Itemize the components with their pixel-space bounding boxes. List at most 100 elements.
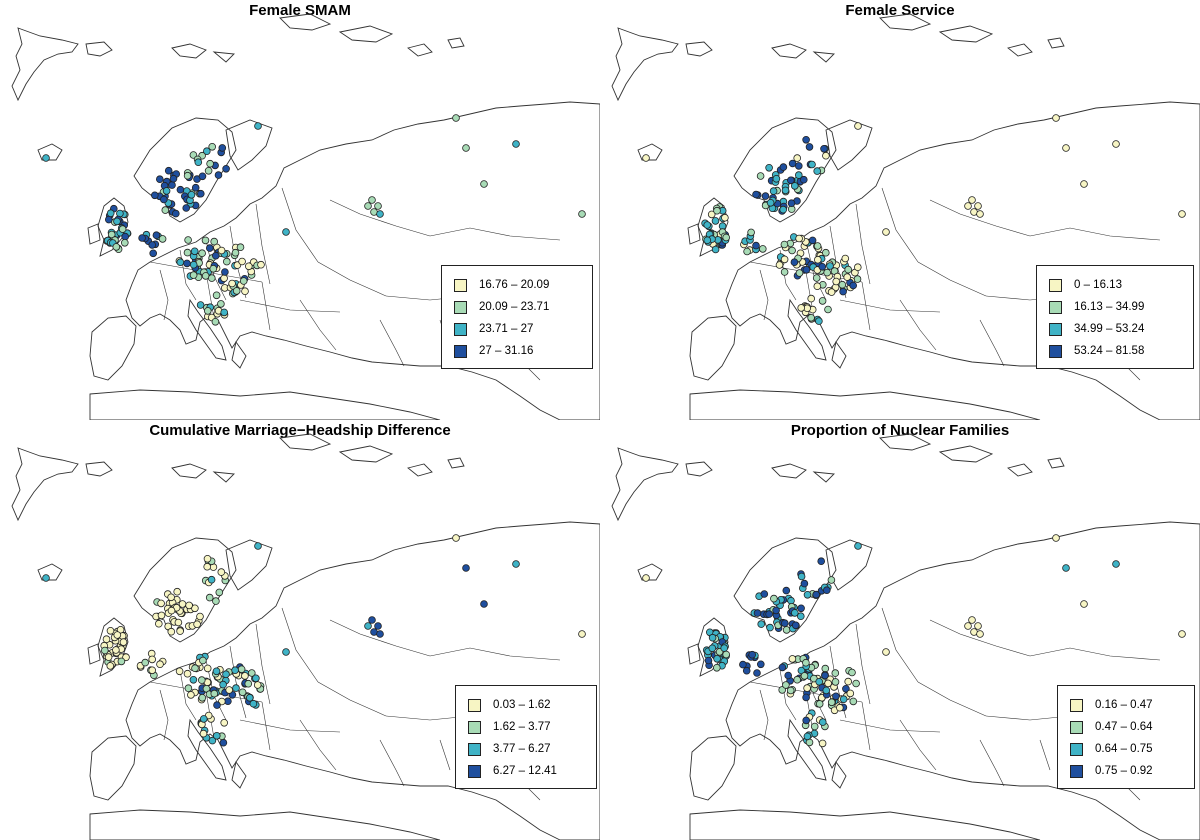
- coastline: [279, 433, 332, 451]
- sample-location-dot: [452, 534, 460, 542]
- country-border: [899, 299, 937, 351]
- legend-label: 6.27 – 12.41: [493, 765, 557, 777]
- sample-location-dot: [844, 677, 853, 686]
- sample-location-dot: [1178, 630, 1186, 638]
- coastline: [85, 461, 113, 477]
- sample-location-dot: [752, 241, 760, 250]
- sample-location-dot: [882, 228, 890, 236]
- sample-location-dot: [167, 627, 176, 636]
- country-border: [759, 689, 769, 741]
- sample-location-dot: [208, 143, 217, 151]
- legend-label: 16.13 – 34.99: [1074, 301, 1145, 313]
- sample-location-dot: [220, 718, 229, 727]
- sample-location-dot: [480, 600, 488, 608]
- sample-location-dot: [167, 606, 176, 615]
- sample-location-dot: [203, 562, 212, 571]
- sample-location-dot: [232, 684, 240, 692]
- legend-item: 1.62 – 3.77: [468, 716, 586, 738]
- sample-location-dot: [759, 245, 767, 253]
- sample-location-dot: [793, 675, 802, 684]
- country-border: [159, 689, 169, 741]
- country-border: [759, 269, 769, 321]
- sample-location-dot: [152, 231, 161, 240]
- sample-location-dot: [846, 689, 855, 698]
- country-border: [929, 619, 1031, 657]
- coastline: [338, 25, 394, 43]
- sample-location-dot: [196, 612, 204, 621]
- coastline: [697, 617, 729, 677]
- legend-swatch-2: [454, 300, 467, 314]
- sample-location-dot: [208, 274, 216, 282]
- sample-location-dot: [193, 620, 201, 629]
- legend-swatch-3: [1070, 742, 1083, 756]
- coastline: [37, 563, 63, 581]
- sample-location-dot: [760, 590, 769, 598]
- sample-location-dot: [148, 241, 157, 249]
- sample-location-dot: [172, 209, 180, 218]
- sample-location-dot: [770, 594, 778, 603]
- country-border: [861, 281, 871, 331]
- sample-location-dot: [462, 144, 470, 152]
- coastline: [407, 463, 433, 477]
- country-border: [429, 647, 561, 661]
- sample-location-dot: [765, 164, 773, 172]
- sample-location-dot: [107, 230, 116, 239]
- country-border: [159, 269, 169, 321]
- coastline: [879, 13, 932, 31]
- coastline: [338, 445, 394, 463]
- sample-location-dot: [826, 262, 834, 270]
- sample-location-dot: [121, 239, 129, 247]
- coastline: [85, 41, 113, 57]
- sample-location-dot: [793, 154, 802, 162]
- sample-location-dot: [182, 204, 191, 212]
- sample-location-dot: [257, 260, 265, 269]
- coastline: [447, 457, 465, 469]
- country-border: [281, 607, 319, 683]
- sample-location-dot: [708, 644, 717, 653]
- coastline: [685, 461, 713, 477]
- sample-location-dot: [184, 684, 193, 693]
- sample-location-dot: [119, 638, 128, 646]
- sample-location-dot: [791, 621, 800, 630]
- sample-location-dot: [213, 731, 221, 740]
- coastline: [171, 43, 207, 59]
- legend-item: 16.76 – 20.09: [454, 274, 582, 296]
- panel-title: Female Service: [845, 2, 955, 19]
- sample-location-dot: [795, 162, 803, 170]
- sample-location-dot: [148, 666, 157, 675]
- coastline: [1007, 463, 1033, 477]
- sample-location-dot: [748, 650, 757, 659]
- coastline: [407, 43, 433, 57]
- sample-location-dot: [238, 257, 246, 266]
- sample-location-dot: [787, 199, 796, 208]
- sample-location-dot: [212, 291, 221, 300]
- sample-location-dot: [854, 542, 862, 550]
- sample-location-dot: [802, 693, 810, 702]
- sample-location-dot: [512, 560, 520, 568]
- sample-location-dot: [713, 655, 721, 663]
- sample-location-dot: [815, 317, 823, 325]
- sample-location-dot: [813, 282, 822, 291]
- sample-location-dot: [753, 669, 761, 677]
- sample-location-dot: [223, 257, 231, 266]
- map-panel-female-smam: Female SMAM 16.76 – 20.09 20.09 – 23.71 …: [0, 0, 600, 420]
- sample-location-dot: [1062, 144, 1070, 152]
- sample-location-dot: [1112, 560, 1120, 568]
- sample-location-dot: [802, 716, 811, 725]
- sample-location-dot: [207, 575, 216, 584]
- legend-swatch-2: [1049, 300, 1062, 314]
- sample-location-dot: [820, 145, 828, 153]
- sample-location-dot: [374, 622, 382, 630]
- sample-location-dot: [704, 656, 713, 665]
- country-border: [379, 319, 405, 367]
- sample-location-dot: [198, 249, 206, 258]
- legend-item: 0.75 – 0.92: [1070, 760, 1184, 782]
- sample-location-dot: [42, 154, 50, 162]
- country-border: [239, 719, 341, 733]
- country-border: [429, 227, 561, 241]
- sample-location-dot: [176, 627, 184, 635]
- sample-location-dot: [823, 586, 831, 595]
- sample-location-dot: [220, 274, 228, 283]
- sample-location-dot: [756, 172, 765, 180]
- country-border: [839, 719, 941, 733]
